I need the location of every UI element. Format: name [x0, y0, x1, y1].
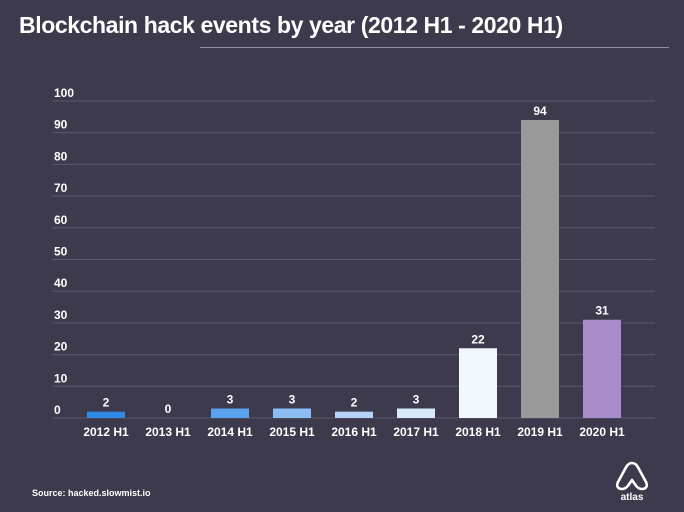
chart-title: Blockchain hack events by year (2012 H1 …	[19, 12, 563, 38]
data-label: 94	[533, 104, 547, 118]
y-tick-label: 50	[54, 245, 68, 259]
y-tick-label: 60	[54, 213, 68, 227]
data-label: 22	[471, 332, 485, 346]
x-tick-label: 2018 H1	[455, 425, 501, 439]
y-tick-label: 10	[54, 371, 68, 385]
bar	[521, 120, 559, 419]
title-divider	[200, 47, 669, 48]
y-tick-label: 100	[54, 86, 74, 100]
atlas-logo: atlas	[612, 460, 652, 504]
data-labels: 2 0 3 3 2 3 22 94 31	[103, 104, 609, 416]
data-label: 0	[165, 402, 172, 416]
x-tick-label: 2016 H1	[331, 425, 377, 439]
y-tick-label: 40	[54, 276, 68, 290]
data-label: 31	[595, 304, 609, 318]
x-tick-label: 2013 H1	[145, 425, 191, 439]
data-label: 3	[413, 392, 420, 406]
data-label: 2	[103, 396, 110, 410]
bar	[273, 408, 311, 418]
y-tick-label: 0	[54, 403, 61, 417]
y-tick-label: 20	[54, 340, 68, 354]
y-tick-label: 30	[54, 308, 68, 322]
bar	[397, 408, 435, 418]
atlas-logo-icon	[615, 461, 649, 491]
bar	[459, 348, 497, 418]
y-axis-ticks: 0 10 20 30 40 50 60 70 80 90 100	[54, 86, 74, 417]
x-tick-label: 2017 H1	[393, 425, 439, 439]
x-tick-label: 2015 H1	[269, 425, 315, 439]
x-tick-label: 2014 H1	[207, 425, 253, 439]
bar	[87, 411, 125, 418]
data-label: 2	[351, 396, 358, 410]
source-note: Source: hacked.slowmist.io	[32, 488, 151, 498]
bar	[211, 408, 249, 418]
y-tick-label: 80	[54, 149, 68, 163]
y-tick-label: 70	[54, 181, 68, 195]
x-tick-label: 2019 H1	[517, 425, 563, 439]
bar	[583, 319, 621, 418]
y-tick-label: 90	[54, 118, 68, 132]
data-label: 3	[289, 392, 296, 406]
atlas-logo-text: atlas	[620, 492, 644, 503]
x-tick-label: 2012 H1	[83, 425, 129, 439]
x-tick-label: 2020 H1	[579, 425, 625, 439]
bar	[335, 411, 373, 418]
data-label: 3	[227, 392, 234, 406]
x-axis-ticks: 2012 H1 2013 H1 2014 H1 2015 H1 2016 H1 2017 …	[83, 425, 625, 439]
gridlines	[52, 100, 655, 419]
bars	[87, 120, 621, 419]
